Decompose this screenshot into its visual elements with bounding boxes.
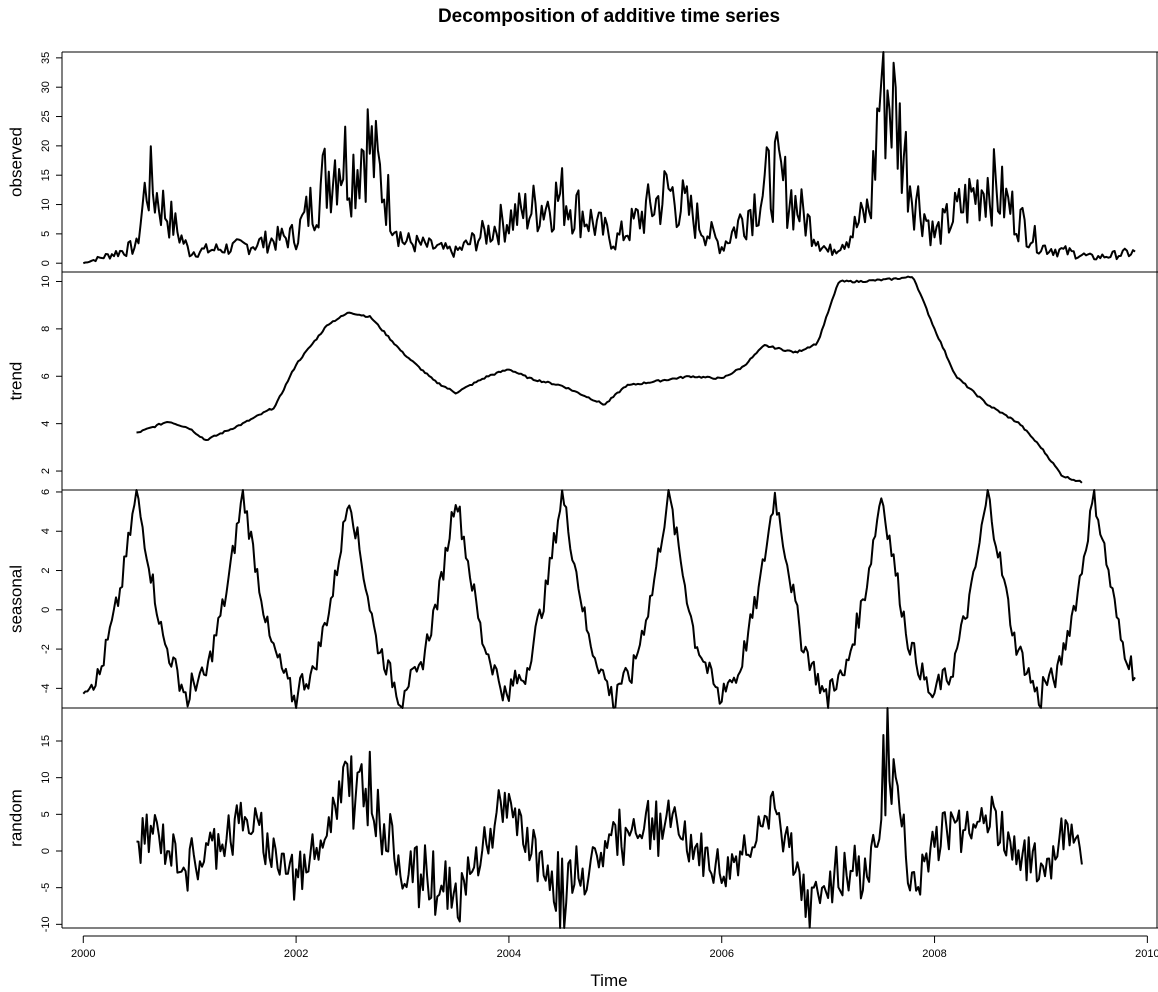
series-line-random bbox=[136, 707, 1083, 929]
panel-observed: 0 5 10 15 20 25 30 35 observed bbox=[7, 51, 1158, 272]
y-axis-label-trend: trend bbox=[7, 362, 26, 401]
series-line-seasonal bbox=[82, 489, 1136, 709]
y-tick-label: 0 bbox=[40, 607, 52, 613]
x-tick-label: 2004 bbox=[497, 948, 521, 960]
x-tick-label: 2008 bbox=[922, 948, 946, 960]
y-axis-label-seasonal: seasonal bbox=[7, 565, 26, 633]
x-tick-label: 2010 bbox=[1135, 948, 1158, 960]
y-tick-label: 10 bbox=[40, 275, 52, 287]
panel-trend: 2 4 6 8 10 trend bbox=[7, 271, 1158, 490]
y-axis-label-random: random bbox=[7, 789, 26, 847]
y-tick-label: -2 bbox=[40, 644, 52, 654]
y-tick-label: 30 bbox=[40, 81, 52, 93]
y-axis-label-observed: observed bbox=[7, 127, 26, 197]
y-tick-label: 5 bbox=[40, 811, 52, 817]
x-tick-label: 2002 bbox=[284, 948, 308, 960]
y-tick-label: 6 bbox=[40, 489, 52, 495]
y-tick-label: -10 bbox=[40, 916, 52, 932]
y-tick-label: 0 bbox=[40, 260, 52, 266]
y-tick-label: 4 bbox=[40, 528, 52, 534]
y-tick-label: 0 bbox=[40, 848, 52, 854]
panel-random: -10 -5 0 5 10 15 random bbox=[7, 707, 1158, 932]
y-tick-label: 25 bbox=[40, 110, 52, 122]
x-tick-label: 2000 bbox=[71, 948, 95, 960]
chart-title: Decomposition of additive time series bbox=[438, 6, 780, 27]
y-tick-label: 4 bbox=[40, 421, 52, 427]
y-tick-label: 2 bbox=[40, 468, 52, 474]
time-axis: 2000 2002 2004 2006 2008 2010 bbox=[71, 935, 1158, 960]
y-tick-label: 20 bbox=[40, 140, 52, 152]
y-tick-label: 15 bbox=[40, 735, 52, 747]
y-tick-label: -5 bbox=[40, 883, 52, 893]
y-tick-label: -4 bbox=[40, 683, 52, 693]
panel-seasonal: -4 -2 0 2 4 6 seasonal bbox=[7, 489, 1158, 709]
panels-group: 0 5 10 15 20 25 30 35 observed 2 4 6 8 10 trend -4 -2 0 2 4… bbox=[7, 51, 1158, 932]
y-tick-label: 35 bbox=[40, 52, 52, 64]
x-tick-label: 2006 bbox=[709, 948, 733, 960]
series-line-observed bbox=[82, 51, 1136, 265]
y-tick-label: 8 bbox=[40, 326, 52, 332]
y-tick-label: 10 bbox=[40, 772, 52, 784]
y-tick-label: 5 bbox=[40, 231, 52, 237]
y-tick-label: 15 bbox=[40, 169, 52, 181]
series-line-trend bbox=[136, 275, 1083, 484]
y-tick-label: 10 bbox=[40, 198, 52, 210]
y-tick-label: 6 bbox=[40, 373, 52, 379]
y-tick-label: 2 bbox=[40, 567, 52, 573]
x-axis-label: Time bbox=[590, 971, 627, 990]
